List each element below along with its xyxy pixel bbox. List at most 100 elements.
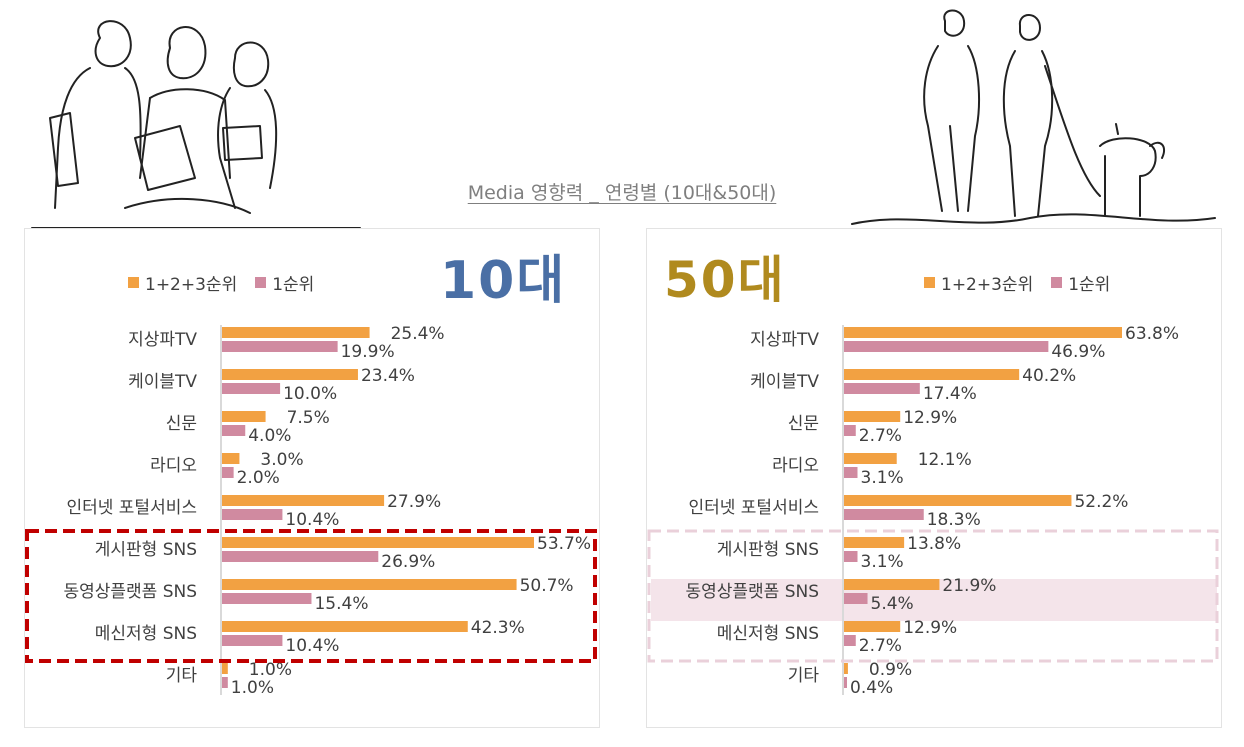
legend-label-series2: 1순위: [272, 275, 315, 295]
category-label: 동영상플랫폼 SNS: [63, 582, 197, 602]
data-label-series2: 10.0%: [283, 384, 337, 404]
category-label: 케이블TV: [750, 372, 819, 392]
bar-series1: [222, 663, 228, 674]
data-label-series1: 13.8%: [907, 534, 961, 554]
category-label: 신문: [166, 414, 197, 434]
category-label: 기타: [166, 666, 198, 686]
data-label-series2: 19.9%: [341, 342, 395, 362]
teen-chart-panel: 지상파TV 25.4% 19.9% 케이블TV 23.4% 10.0% 신문 7.5% 4.0%…: [24, 228, 600, 728]
teen-legend: 1+2+3순위 1순위: [128, 270, 314, 295]
fifty-legend: 1+2+3순위 1순위: [924, 270, 1110, 295]
data-label-series1: 25.4%: [391, 324, 445, 344]
bar-series1: [222, 327, 370, 338]
data-label-series1: 27.9%: [387, 492, 441, 512]
bar-series2: [844, 467, 858, 478]
data-label-series1: 7.5%: [287, 408, 330, 428]
data-label-series1: 63.8%: [1125, 324, 1179, 344]
data-label-series1: 50.7%: [520, 576, 574, 596]
data-label-series2: 2.0%: [237, 468, 280, 488]
category-label: 지상파TV: [128, 330, 197, 350]
bar-series2: [844, 635, 856, 646]
legend-label-series1: 1+2+3순위: [145, 275, 238, 295]
data-label-series2: 2.7%: [859, 426, 902, 446]
data-label-series1: 40.2%: [1022, 366, 1076, 386]
bar-series2: [222, 509, 283, 520]
category-label: 지상파TV: [750, 330, 819, 350]
data-label-series1: 42.3%: [471, 618, 525, 638]
bar-series2: [844, 425, 856, 436]
bar-series1: [844, 495, 1072, 506]
bar-series2: [844, 383, 920, 394]
data-label-series2: 2.7%: [859, 636, 902, 656]
category-label: 라디오: [772, 456, 819, 476]
pink-swatch-icon: [255, 277, 267, 288]
bar-series1: [844, 537, 905, 548]
bar-series1: [222, 537, 534, 548]
data-label-series2: 4.0%: [248, 426, 291, 446]
bar-series2: [222, 425, 246, 436]
orange-swatch-icon: [924, 277, 935, 288]
highlight-box: [25, 529, 597, 663]
bar-series1: [222, 621, 468, 632]
bar-series2: [222, 383, 281, 394]
bar-series2: [844, 551, 858, 562]
data-label-series1: 12.9%: [903, 618, 957, 638]
category-label: 동영상플랫폼 SNS: [685, 582, 819, 602]
category-label: 메신저형 SNS: [95, 624, 197, 644]
page-title: Media 영향력 _ 연령별 (10대&50대): [467, 182, 777, 204]
legend-item-series1: 1+2+3순위: [128, 270, 237, 295]
bar-series2: [222, 635, 283, 646]
bar-series1: [844, 369, 1020, 380]
bar-series2: [222, 677, 228, 688]
bar-series1: [222, 411, 266, 422]
teen-bar-chart: 지상파TV 25.4%19.9% 케이블TV 23.4% 10.0% 신문 7.5%4.0%…: [25, 324, 597, 698]
data-label-series2: 5.4%: [871, 594, 914, 614]
pink-swatch-icon: [1051, 277, 1063, 288]
legend-label-series1: 1+2+3순위: [941, 275, 1034, 295]
teen-age-label: 10대: [440, 251, 567, 311]
category-label: 라디오: [150, 456, 197, 476]
data-label-series1: 52.2%: [1074, 492, 1128, 512]
category-label: 메신저형 SNS: [717, 624, 819, 644]
data-label-series1: 12.1%: [918, 450, 972, 470]
orange-swatch-icon: [128, 277, 139, 288]
data-label-series2: 3.1%: [861, 552, 904, 572]
data-label-series1: 53.7%: [537, 534, 591, 554]
fifty-chart-panel: 지상파TV 63.8% 46.9% 케이블TV 40.2% 17.4% 신문 12.9% 2.7…: [646, 228, 1222, 728]
bar-series2: [844, 341, 1049, 352]
data-label-series2: 17.4%: [923, 384, 977, 404]
category-label: 게시판형 SNS: [717, 540, 819, 560]
bar-series2: [222, 341, 338, 352]
data-label-series2: 15.4%: [314, 594, 368, 614]
legend-item-series2: 1순위: [255, 270, 314, 295]
bar-series1: [844, 579, 940, 590]
data-label-series2: 10.4%: [285, 510, 339, 530]
category-label: 케이블TV: [128, 372, 197, 392]
bar-series2: [222, 551, 379, 562]
data-label-series1: 23.4%: [361, 366, 415, 386]
fifty-bar-chart: 지상파TV 63.8%46.9%케이블TV 40.2%17.4%신문 12.9%2.7…: [647, 324, 1219, 698]
couple-with-dog-illustration: [851, 9, 1216, 225]
data-label-series2: 1.0%: [231, 678, 274, 698]
data-label-series2: 10.4%: [285, 636, 339, 656]
category-label: 인터넷 포털서비스: [66, 498, 197, 518]
data-label-series1: 0.9%: [869, 660, 912, 680]
data-label-series2: 46.9%: [1051, 342, 1105, 362]
bar-series1: [222, 453, 240, 464]
data-label-series2: 18.3%: [927, 510, 981, 530]
legend-item-series2: 1순위: [1051, 270, 1110, 295]
bar-series1: [222, 495, 385, 506]
bar-series2: [844, 677, 847, 688]
category-label: 기타: [788, 666, 820, 686]
bar-series1: [222, 369, 358, 380]
bar-series2: [844, 593, 868, 604]
bar-series1: [222, 579, 517, 590]
bar-series2: [222, 593, 312, 604]
data-label-series1: 21.9%: [942, 576, 996, 596]
bar-series2: [222, 467, 234, 478]
bar-series1: [844, 327, 1122, 338]
bar-series1: [844, 621, 901, 632]
bar-series2: [844, 509, 924, 520]
data-label-series1: 12.9%: [903, 408, 957, 428]
category-label: 게시판형 SNS: [95, 540, 197, 560]
